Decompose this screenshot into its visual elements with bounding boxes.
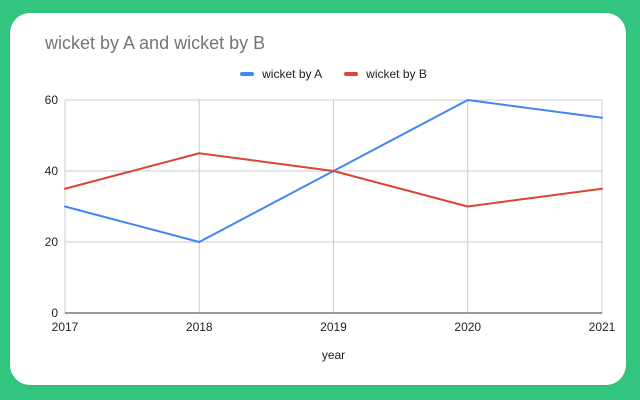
x-tick-label: 2021	[589, 320, 616, 334]
chart-card: wicket by A and wicket by B wicket by A …	[10, 13, 626, 385]
y-tick-label: 20	[45, 235, 59, 249]
x-tick-label: 2019	[320, 320, 347, 334]
y-tick-label: 0	[51, 306, 58, 320]
legend-marker-series-a	[240, 72, 255, 76]
y-tick-label: 60	[45, 93, 59, 107]
legend-label-series-a: wicket by A	[262, 67, 323, 81]
x-tick-label: 2017	[52, 320, 79, 334]
x-axis-title: year	[321, 348, 346, 362]
chart-title: wicket by A and wicket by B	[45, 33, 266, 53]
x-tick-label: 2018	[186, 320, 213, 334]
legend-item-wicket-by-b: wicket by B	[344, 67, 427, 81]
series-line-wicket-by-b	[64, 152, 603, 208]
x-tick-label: 2020	[454, 320, 481, 334]
legend: wicket by A wicket by B	[65, 66, 602, 82]
legend-label-series-b: wicket by B	[366, 67, 427, 81]
line-chart-plot: 0 20 40 60 2017 2018 2019 2020 2021	[45, 93, 616, 334]
legend-item-wicket-by-a: wicket by A	[240, 67, 322, 81]
y-tick-label: 40	[45, 164, 59, 178]
legend-marker-series-b	[344, 72, 359, 76]
